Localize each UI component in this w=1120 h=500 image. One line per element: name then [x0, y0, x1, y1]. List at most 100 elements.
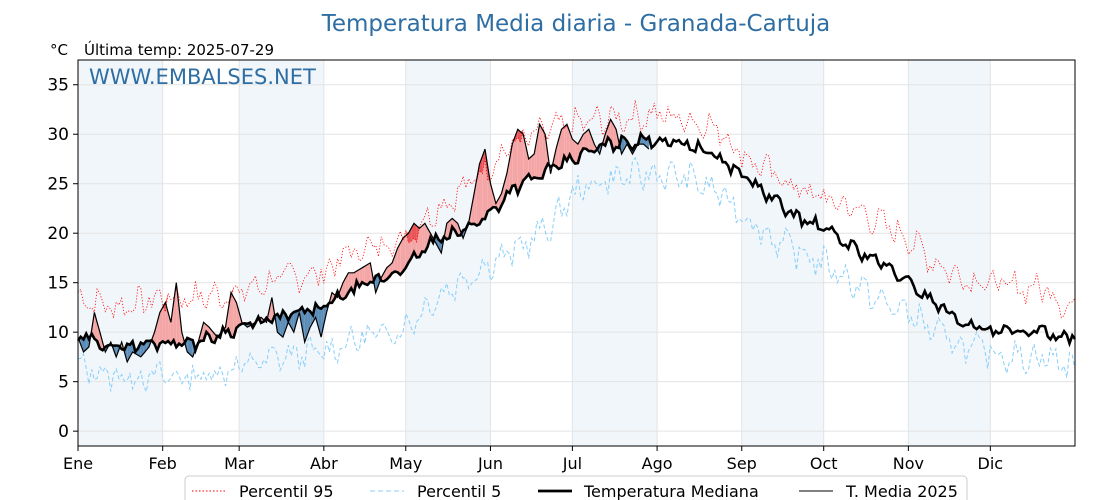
anomaly-fill — [291, 312, 294, 333]
anomaly-fill — [588, 129, 592, 152]
anomaly-fill — [364, 264, 368, 285]
month-band — [908, 60, 991, 446]
anomaly-fill — [375, 274, 379, 293]
anomaly-fill — [340, 282, 343, 300]
anomaly-fill — [176, 282, 180, 348]
anomaly-fill — [572, 139, 576, 164]
anomaly-fill — [159, 307, 163, 344]
y-tick-label: 15 — [47, 274, 69, 294]
anomaly-fill — [403, 235, 406, 272]
plot-background — [78, 60, 991, 446]
y-tick-label: 5 — [58, 373, 69, 393]
anomaly-fill — [419, 225, 423, 257]
x-tick-label: Jul — [562, 454, 582, 473]
anomaly-fill — [517, 129, 521, 194]
anomaly-fill — [575, 141, 578, 164]
percentile-5-line — [77, 156, 1076, 394]
legend-box — [184, 475, 968, 500]
anomaly-fill — [490, 183, 494, 210]
y-tick-label: 0 — [58, 422, 69, 442]
x-tick-label: Ago — [642, 454, 673, 473]
anomaly-fill — [613, 124, 617, 152]
anomaly-fill — [476, 163, 480, 226]
chart-title: Temperatura Media diaria - Granada-Cartu… — [321, 11, 831, 37]
anomaly-fill — [405, 233, 409, 268]
y-tick-label: 30 — [47, 125, 69, 145]
temperature-anomaly-fills — [78, 114, 649, 362]
anomaly-fill — [228, 292, 231, 337]
y-tick-label: 35 — [47, 76, 69, 96]
legend-t2025-label: T. Media 2025 — [845, 482, 958, 500]
x-tick-label: Dic — [978, 454, 1004, 473]
x-tick-label: May — [389, 454, 422, 473]
anomaly-fill — [591, 136, 595, 153]
anomaly-fill — [170, 302, 174, 345]
x-tick-label: Oct — [810, 454, 838, 473]
anomaly-fill — [269, 297, 272, 323]
anomaly-fill — [526, 146, 529, 178]
extreme-heat-fill — [414, 223, 417, 242]
month-band — [239, 60, 324, 446]
anomaly-fill — [315, 303, 319, 328]
legend-p5-label: Percentil 5 — [417, 482, 501, 500]
anomaly-fill — [446, 220, 450, 240]
x-axis-ticks: Ene Feb Mar Abr May Jun Jul Ago Sep Oct Nov Dic — [63, 446, 1003, 473]
anomaly-fill — [94, 312, 98, 341]
anomaly-fill — [397, 243, 401, 275]
anomaly-fill — [512, 136, 515, 186]
anomaly-fill — [392, 255, 395, 274]
month-band — [741, 60, 824, 446]
series-lines — [76, 100, 1077, 394]
anomaly-fill — [556, 139, 559, 169]
y-tick-label: 20 — [47, 224, 69, 244]
extreme-heat-fill — [231, 287, 234, 298]
anomaly-fill — [534, 139, 537, 179]
y-axis-ticks: 0 5 10 15 20 25 30 35 — [47, 76, 78, 442]
anomaly-fill — [302, 307, 305, 343]
anomaly-fill — [146, 340, 149, 351]
last-temp-subtitle: Última temp: 2025-07-29 — [84, 40, 274, 59]
median-temperature-line — [76, 130, 1077, 355]
y-tick-label: 10 — [47, 323, 69, 343]
anomaly-fill — [140, 342, 144, 357]
anomaly-fill — [367, 262, 371, 285]
anomaly-fill — [383, 267, 387, 282]
anomaly-fill — [80, 336, 84, 352]
anomaly-fill — [343, 277, 346, 300]
x-tick-label: Jun — [477, 454, 503, 473]
anomaly-fill — [479, 156, 483, 225]
anomaly-fill — [583, 131, 587, 149]
legend-median-label: Temperatura Mediana — [583, 482, 759, 500]
anomaly-fill — [236, 302, 240, 328]
anomaly-fill — [566, 124, 570, 161]
anomaly-fill — [318, 307, 322, 338]
anomaly-fill — [362, 266, 365, 284]
plot-frame — [77, 59, 1076, 447]
anomaly-fill — [422, 223, 425, 253]
anomaly-fill — [564, 124, 567, 161]
anomaly-fill — [586, 129, 589, 152]
extreme-heat-fill — [517, 129, 521, 143]
anomaly-fill — [520, 131, 524, 187]
extreme-heat-fill — [408, 228, 412, 243]
anomaly-fill — [400, 238, 403, 275]
y-tick-label: 25 — [47, 175, 69, 195]
watermark: WWW.EMBALSES.NET — [89, 65, 316, 89]
anomaly-fill — [558, 129, 562, 169]
x-tick-label: Ene — [63, 454, 93, 473]
anomaly-fill — [165, 302, 169, 343]
month-band — [572, 60, 658, 446]
x-tick-label: Feb — [149, 454, 177, 473]
anomaly-fill — [231, 292, 234, 338]
anomaly-fill — [542, 129, 546, 179]
anomaly-fill — [515, 129, 518, 194]
legend-p95-label: Percentil 95 — [239, 482, 334, 500]
anomaly-fill — [304, 309, 308, 343]
anomaly-fill — [187, 337, 190, 355]
x-tick-label: Abr — [310, 454, 338, 473]
anomaly-fill — [321, 306, 324, 338]
anomaly-fill — [539, 124, 543, 179]
anomaly-fill — [293, 311, 297, 333]
anomaly-fill — [506, 159, 510, 194]
legend: Percentil 95 Percentil 5 Temperatura Med… — [184, 475, 968, 500]
